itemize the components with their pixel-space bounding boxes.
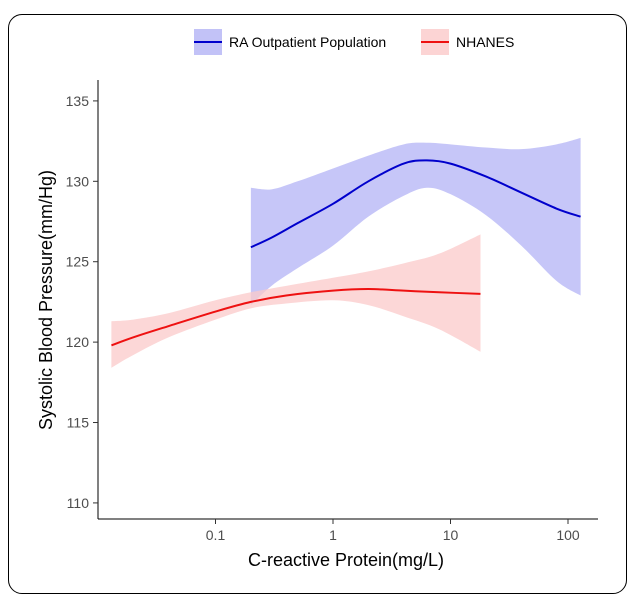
series-line-ra-outpatient-population	[250, 159, 581, 249]
legend-label-nhanes: NHANES	[456, 34, 514, 50]
y-tick-label: 135	[66, 93, 90, 109]
confidence-band-nhanes	[111, 234, 481, 368]
legend-entry-ra-outpatient-population: RA Outpatient Population	[194, 29, 386, 55]
x-axis-label: C-reactive Protein(mg/L)	[248, 550, 444, 570]
chart: RA Outpatient Population NHANES 110115120…	[36, 29, 598, 570]
y-tick-label: 115	[67, 415, 90, 431]
x-tick-label: 10	[443, 527, 459, 543]
y-tick-label: 110	[67, 495, 90, 511]
y-tick-label: 130	[66, 173, 90, 189]
x-tick-label: 0.1	[206, 527, 226, 543]
y-tick-label: 125	[66, 254, 90, 270]
series-line-nhanes	[111, 288, 481, 347]
y-axis-label: Systolic Blood Pressure(mm/Hg)	[36, 170, 56, 430]
series-lines	[111, 159, 581, 347]
confidence-band-ra-outpatient-population	[250, 137, 581, 306]
y-tick-label: 120	[66, 334, 90, 350]
confidence-bands	[111, 137, 581, 368]
x-tick-label: 100	[556, 527, 580, 543]
x-tick-label: 1	[329, 527, 337, 543]
legend: RA Outpatient Population NHANES	[194, 29, 514, 55]
legend-label-ra-outpatient-population: RA Outpatient Population	[229, 34, 386, 50]
legend-entry-nhanes: NHANES	[421, 29, 514, 55]
